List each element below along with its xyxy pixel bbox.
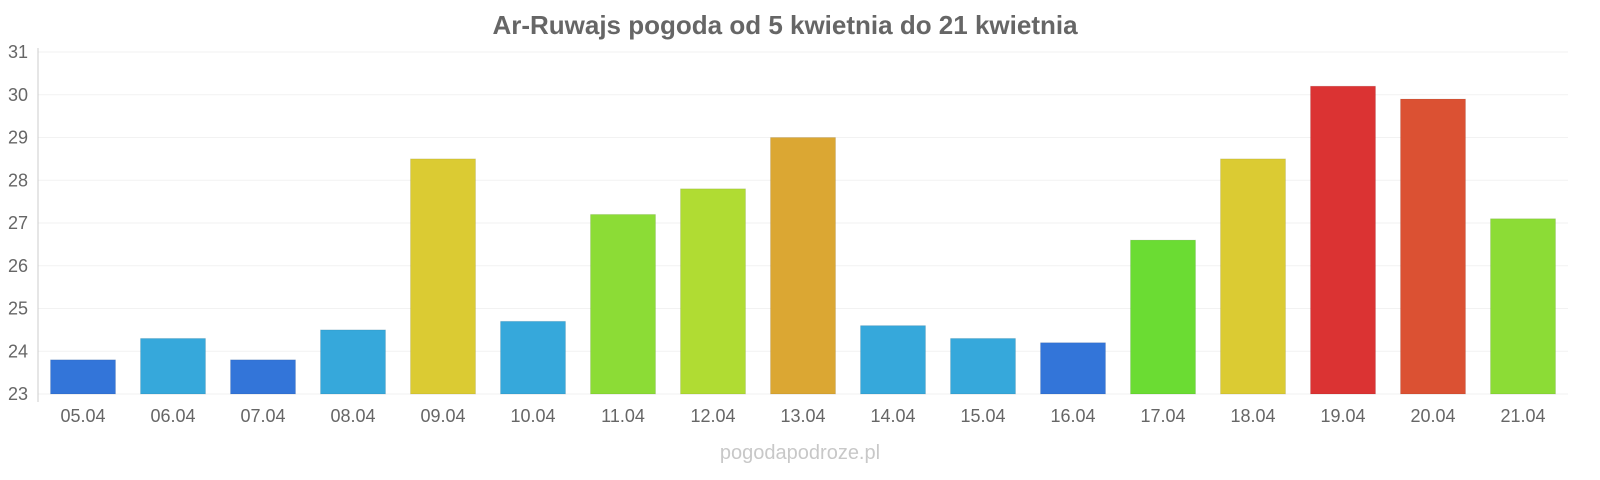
bar-12.04 [680,188,746,395]
x-tick-label: 10.04 [510,406,555,426]
bar-09.04 [410,158,476,395]
x-tick-label: 11.04 [601,406,645,426]
bar-21.04 [1490,218,1556,395]
x-tick-label: 18.04 [1230,406,1275,426]
x-tick-label: 19.04 [1320,406,1365,426]
x-tick-label: 21.04 [1500,406,1545,426]
y-tick-label: 30 [8,85,28,105]
bar-13.04 [770,137,836,395]
bar-18.04 [1220,158,1286,395]
x-tick-label: 07.04 [240,406,285,426]
x-tick-label: 06.04 [150,406,195,426]
x-tick-label: 05.04 [60,406,105,426]
x-tick-label: 09.04 [420,406,465,426]
x-tick-label: 14.04 [870,406,915,426]
y-tick-label: 26 [8,256,28,276]
y-tick-label: 28 [8,170,28,190]
bar-08.04 [320,329,386,395]
x-tick-label: 20.04 [1410,406,1455,426]
bar-07.04 [230,359,296,395]
y-tick-label: 31 [8,42,28,62]
chart-title: Ar-Ruwajs pogoda od 5 kwietnia do 21 kwi… [492,10,1078,40]
x-tick-label: 17.04 [1140,406,1185,426]
x-tick-label: 12.04 [690,406,735,426]
y-tick-label: 24 [8,341,28,361]
bar-17.04 [1130,239,1196,395]
x-tick-label: 16.04 [1050,406,1095,426]
bar-19.04 [1310,85,1376,395]
x-tick-label: 13.04 [780,406,825,426]
x-tick-label: 08.04 [330,406,375,426]
y-tick-label: 25 [8,299,28,319]
y-tick-label: 23 [8,384,28,404]
bar-chart: 23 24 25 26 27 28 29 30 31 05.04 06.04 07.04 08.04 09… [8,42,1568,426]
y-tick-label: 27 [8,213,28,233]
bar-10.04 [500,320,566,395]
bar-14.04 [860,325,926,395]
source-credit: pogodapodroze.pl [719,442,881,464]
bar-16.04 [1040,342,1106,395]
bar-06.04 [140,337,206,395]
x-tick-label: 15.04 [960,406,1005,426]
y-tick-label: 29 [8,128,28,148]
bar-20.04 [1400,98,1466,395]
bar-11.04 [590,213,656,395]
bar-05.04 [50,359,116,395]
bar-15.04 [950,337,1016,395]
